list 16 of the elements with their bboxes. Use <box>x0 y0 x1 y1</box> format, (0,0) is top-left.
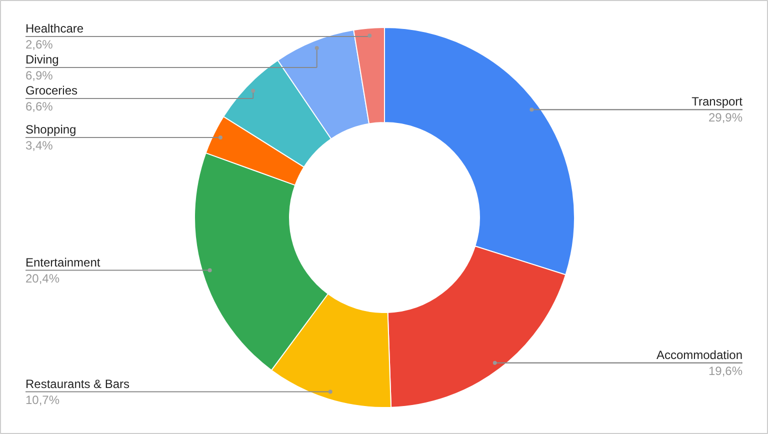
data-label: 29,9% <box>708 110 743 125</box>
slice-label: Healthcare <box>26 22 84 36</box>
slice-label: Groceries <box>26 84 78 98</box>
data-label: 20,4% <box>26 271 60 286</box>
data-label: 19,6% <box>708 364 743 378</box>
slice-label: Accommodation <box>656 348 743 362</box>
data-label: 2,6% <box>26 38 54 52</box>
slice-label: Transport <box>692 94 744 109</box>
slice-label: Entertainment <box>26 255 101 270</box>
slice-label: Diving <box>26 52 59 66</box>
data-label: 6,9% <box>26 68 54 82</box>
slice-label: Restaurants & Bars <box>26 376 130 391</box>
data-label: 3,4% <box>26 138 54 153</box>
data-label: 6,6% <box>26 100 54 114</box>
data-label: 10,7% <box>26 392 60 407</box>
slice-label: Shopping <box>26 122 76 137</box>
